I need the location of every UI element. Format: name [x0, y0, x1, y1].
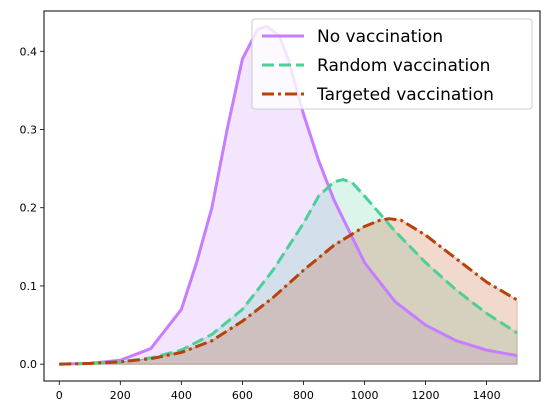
x-tick-label: 0 — [56, 389, 63, 402]
y-tick-label: 0.1 — [20, 280, 38, 293]
x-axis-ticks: 0 200 400 600 800 1000 1200 1400 — [56, 381, 501, 402]
x-tick-label: 1400 — [473, 389, 501, 402]
y-tick-label: 0.3 — [20, 124, 38, 137]
x-tick-label: 200 — [110, 389, 131, 402]
legend-label-0: No vaccination — [317, 27, 443, 47]
y-tick-label: 0.0 — [20, 358, 38, 371]
y-axis-ticks: 0.0 0.1 0.2 0.3 0.4 — [20, 45, 44, 371]
series-line-2 — [59, 217, 518, 366]
legend-box — [251, 18, 533, 110]
plot-frame — [43, 10, 541, 382]
x-tick-label: 800 — [293, 389, 314, 402]
legend-label-2: Targeted vaccination — [316, 85, 494, 105]
x-tick-label: 1200 — [412, 389, 440, 402]
legend-label-1: Random vaccination — [317, 56, 490, 76]
x-tick-label: 400 — [171, 389, 192, 402]
legend: No vaccination Random vaccination Targeted… — [251, 18, 533, 110]
x-tick-label: 1000 — [350, 389, 378, 402]
y-tick-label: 0.2 — [20, 202, 38, 215]
x-tick-label: 600 — [232, 389, 253, 402]
series-line-1 — [59, 178, 518, 366]
y-tick-label: 0.4 — [20, 45, 38, 58]
